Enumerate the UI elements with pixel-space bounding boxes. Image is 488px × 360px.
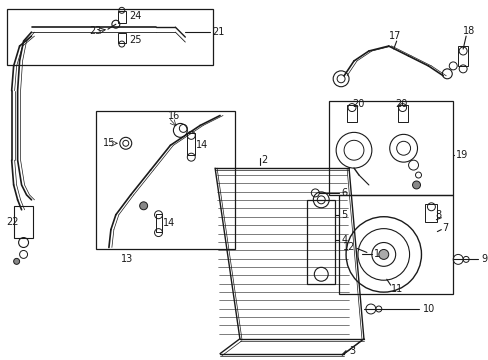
Text: 14: 14: [196, 140, 208, 150]
Text: 9: 9: [480, 255, 486, 264]
Text: 6: 6: [341, 188, 346, 198]
Text: 22: 22: [7, 217, 19, 227]
Bar: [155, 214, 162, 231]
Bar: [7, 9, 213, 65]
Text: 4: 4: [341, 234, 346, 244]
Bar: [397, 105, 407, 122]
Text: 15: 15: [103, 138, 115, 148]
Bar: [328, 100, 452, 195]
Bar: [187, 133, 195, 155]
Text: 24: 24: [128, 11, 141, 21]
Text: 21: 21: [212, 27, 224, 37]
Text: 16: 16: [168, 111, 181, 121]
Text: 23: 23: [89, 26, 101, 36]
Text: 2: 2: [261, 155, 267, 165]
Bar: [118, 11, 125, 23]
Text: 18: 18: [462, 26, 474, 36]
Text: 14: 14: [162, 218, 174, 228]
Text: 13: 13: [121, 255, 133, 264]
Text: 3: 3: [348, 346, 354, 356]
Text: 12: 12: [343, 243, 355, 252]
Bar: [346, 105, 356, 122]
Text: 20: 20: [351, 99, 364, 109]
Bar: [425, 204, 436, 222]
Bar: [14, 206, 34, 238]
Text: 25: 25: [128, 35, 141, 45]
Bar: [118, 33, 125, 43]
Bar: [307, 200, 334, 284]
Text: 19: 19: [455, 150, 468, 160]
Text: 5: 5: [341, 210, 346, 220]
Text: 10: 10: [422, 304, 434, 314]
Text: 8: 8: [434, 210, 441, 220]
Circle shape: [412, 181, 420, 189]
Bar: [457, 46, 467, 66]
Circle shape: [14, 258, 20, 264]
Text: 20: 20: [395, 99, 407, 109]
Bar: [339, 195, 452, 294]
Text: 1: 1: [373, 249, 379, 260]
Circle shape: [378, 249, 388, 260]
Text: 7: 7: [442, 222, 447, 233]
Bar: [96, 111, 234, 249]
Text: 17: 17: [388, 31, 400, 41]
Circle shape: [140, 202, 147, 210]
Text: 11: 11: [390, 284, 402, 294]
